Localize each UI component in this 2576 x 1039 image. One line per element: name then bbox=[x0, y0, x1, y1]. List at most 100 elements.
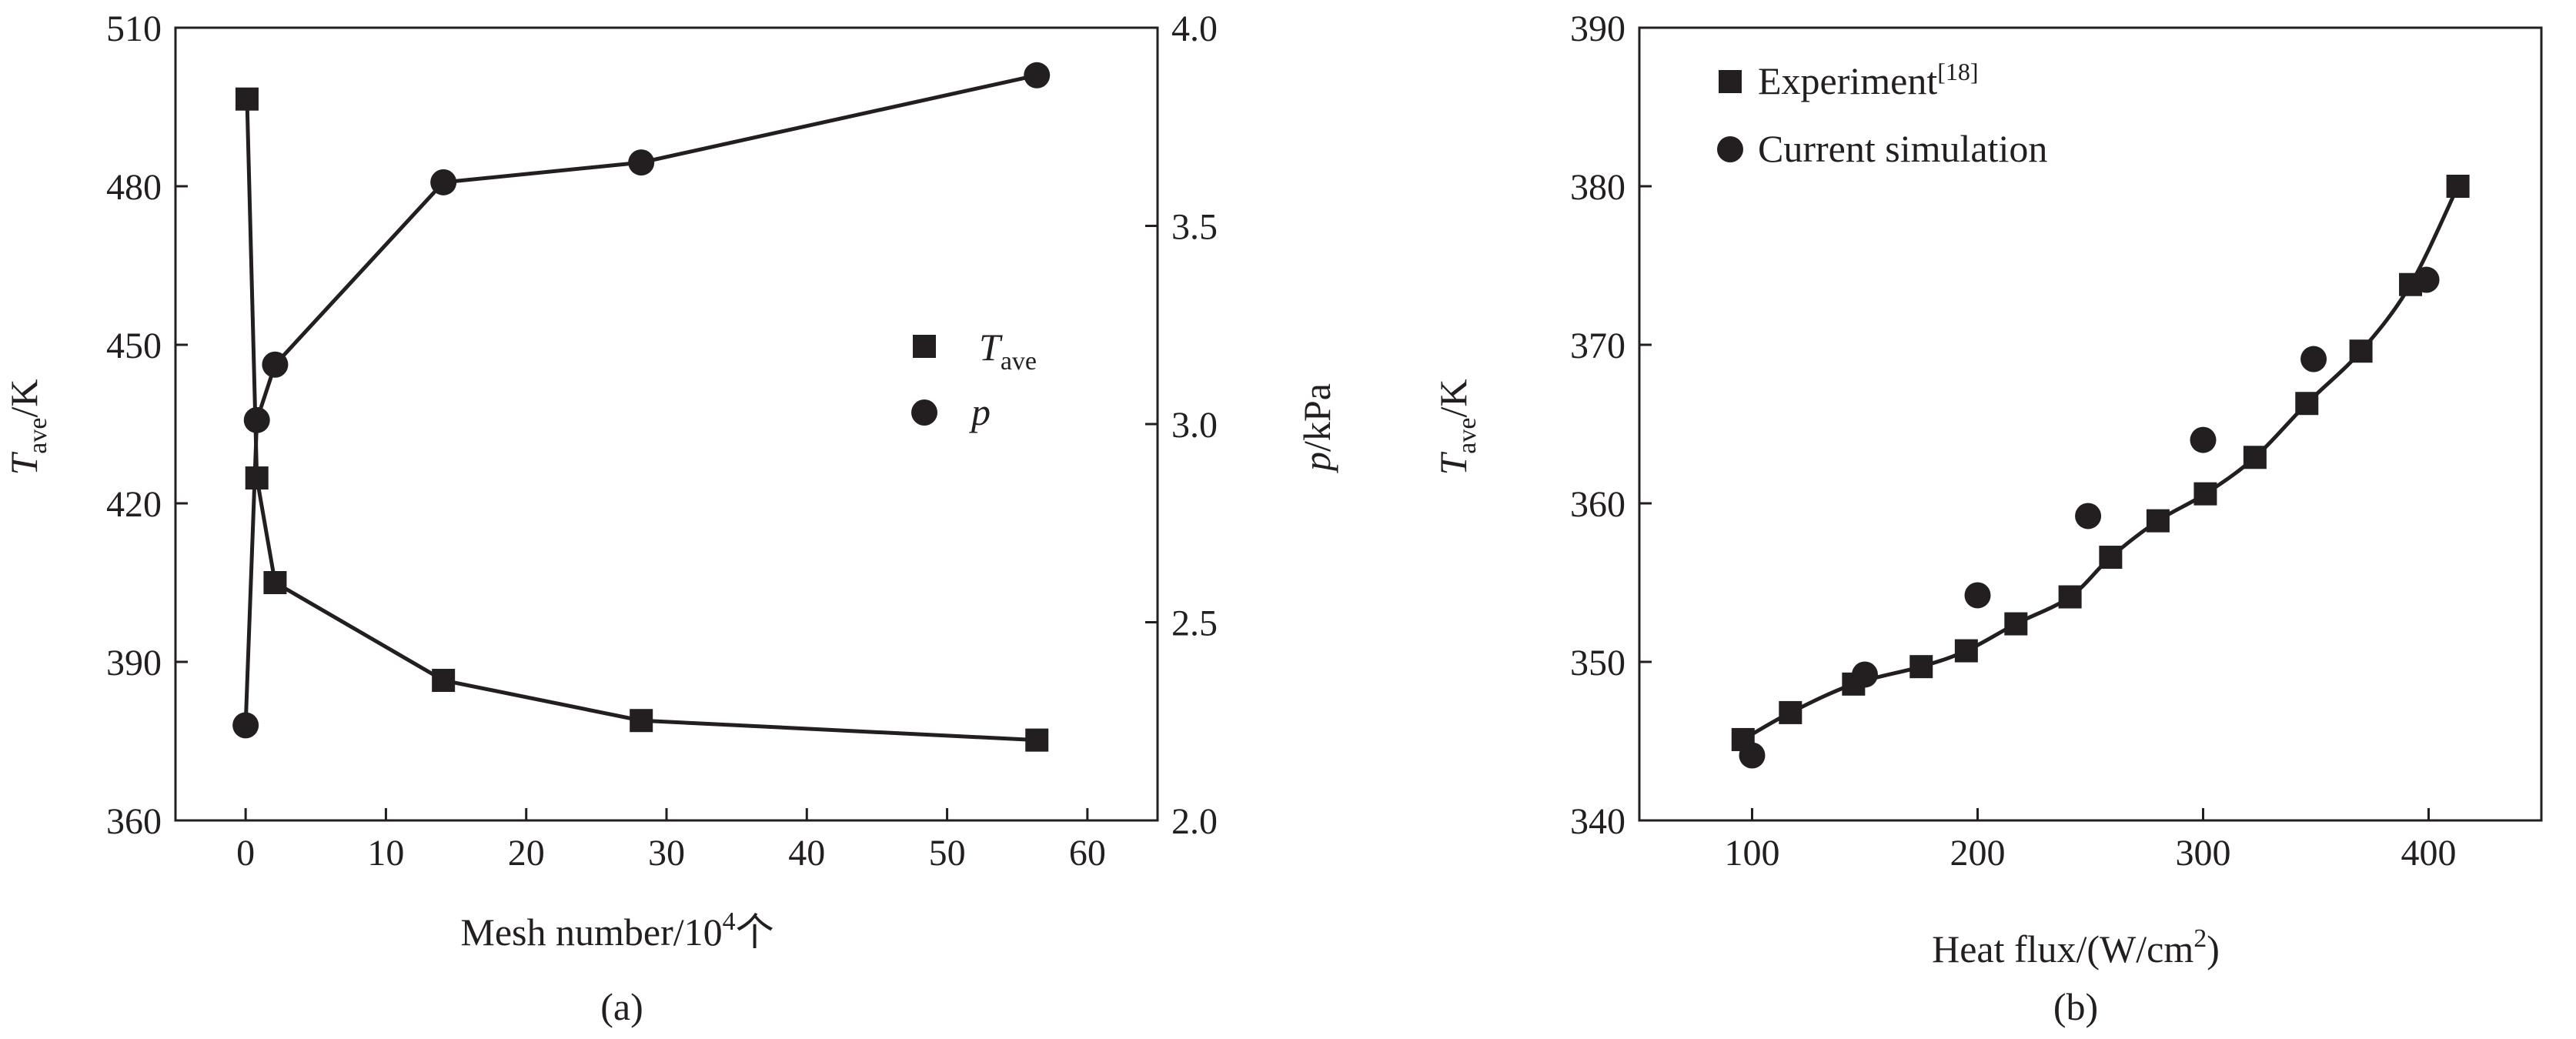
panel-b-xtick-label-3: 400 bbox=[2401, 833, 2457, 874]
panel-b-xlabel-unit: ) bbox=[2207, 927, 2220, 971]
panel-a-xtick-label-1: 10 bbox=[367, 833, 404, 874]
panel-b-xlabel: Heat flux/(W/cm2) bbox=[1932, 924, 2220, 971]
panel-b-yleft-tick-label-1: 350 bbox=[1570, 643, 1625, 683]
panel-a-series-0-point-0 bbox=[235, 87, 259, 111]
panel-a-ylabel-unit: /K bbox=[2, 379, 45, 418]
panel-b-yleft-tick-label-2: 360 bbox=[1570, 484, 1625, 525]
panel-a-legend-p-var: p bbox=[969, 390, 991, 433]
panel-b-legend-experiment-name: Experiment bbox=[1758, 59, 1937, 102]
panel-b: 100 200 300 400 340 350 360 370 380 390 Tave/K He… bbox=[1432, 8, 2543, 1028]
panel-b-series-1-point-5 bbox=[2300, 346, 2327, 373]
panel-a-xtick-label-4: 40 bbox=[788, 833, 825, 874]
panel-b-series-0-point-4 bbox=[1954, 639, 1978, 663]
panel-b-legend-experiment: Experiment[18] bbox=[1758, 58, 1979, 102]
panel-b-yleft-tick-label-5: 390 bbox=[1570, 8, 1625, 49]
panel-a-yleft-tick-label-3: 450 bbox=[106, 326, 162, 366]
panel-a-series-0-point-2 bbox=[263, 571, 287, 594]
panel-a-series-1-point-3 bbox=[430, 169, 457, 195]
panel-a-plot-frame bbox=[174, 26, 1159, 822]
panel-a-legend: Tave p bbox=[911, 326, 1037, 433]
panel-b-xtick-label-0: 100 bbox=[1725, 833, 1780, 874]
panel-b-series-0-point-6 bbox=[2058, 585, 2082, 609]
panel-a-yright-tick-label-0: 2.0 bbox=[1171, 801, 1218, 842]
panel-b-series-0-point-5 bbox=[2004, 612, 2028, 636]
panel-a-yright-tick-label-1: 2.5 bbox=[1171, 603, 1218, 644]
panel-a-xlabel-main: Mesh number/10 bbox=[460, 910, 722, 954]
panel-b-ylabel: Tave/K bbox=[1432, 379, 1482, 476]
panel-a-yleft-tick-label-4: 480 bbox=[106, 167, 162, 208]
panel-a-legend-circle-marker bbox=[911, 399, 937, 426]
panel-a-series-0-point-5 bbox=[1025, 728, 1049, 752]
panel-b-series-0-point-8 bbox=[2146, 509, 2170, 533]
panel-a-series-1-point-5 bbox=[1024, 62, 1051, 89]
panel-a-legend-square-marker bbox=[913, 335, 936, 358]
panel-b-ylabel-var: T bbox=[1432, 452, 1475, 476]
panel-a-series-0-point-4 bbox=[630, 709, 653, 733]
panel-b-xlabel-sup: 2 bbox=[2193, 924, 2207, 953]
panel-b-series-0-point-12 bbox=[2349, 339, 2373, 363]
panel-b-legend-experiment-ref: [18] bbox=[1937, 58, 1978, 85]
panel-b-legend-square-marker bbox=[1719, 70, 1742, 93]
panel-b-yleft-tick-label-3: 370 bbox=[1570, 326, 1625, 366]
panel-b-marks bbox=[1731, 175, 2470, 769]
panel-b-series-1-point-2 bbox=[1964, 582, 1991, 609]
panel-a-yright-tick-label-2: 3.0 bbox=[1171, 405, 1218, 446]
panel-a-xlabel-unit: 个 bbox=[736, 910, 774, 954]
panel-a-series-1-point-4 bbox=[628, 149, 655, 176]
panel-a-xlabel: Mesh number/104个 bbox=[460, 907, 773, 954]
panel-b-series-0-point-10 bbox=[2243, 446, 2267, 469]
panel-a-legend-tave: Tave bbox=[979, 326, 1037, 376]
panel-a: 0 10 20 30 40 50 60 360 390 420 450 480 510 2.0 2.5 3.0… bbox=[2, 8, 1338, 1028]
panel-a-marks bbox=[232, 62, 1051, 752]
panel-a-legend-tave-sub: ave bbox=[1001, 347, 1037, 376]
panel-a-axes: 0 10 20 30 40 50 60 360 390 420 450 480 510 2.0 2.5 3.0… bbox=[106, 8, 1218, 874]
panel-a-series-0-point-3 bbox=[432, 669, 456, 693]
panel-b-yleft-tick-label-4: 380 bbox=[1570, 167, 1625, 208]
panel-b-series-0-point-7 bbox=[2099, 546, 2123, 570]
panel-a-yleft-tick-label-2: 420 bbox=[106, 484, 162, 525]
panel-a-y2label-var: p bbox=[1295, 452, 1338, 473]
panel-a-y2label-unit: /kPa bbox=[1295, 383, 1338, 452]
panel-b-series-0-point-14 bbox=[2446, 175, 2470, 198]
panel-b-yleft-tick-label-0: 340 bbox=[1570, 801, 1625, 842]
panel-b-legend-simulation: Current simulation bbox=[1758, 127, 2047, 170]
panel-a-series-1-point-2 bbox=[262, 351, 289, 378]
panel-a-xtick-label-6: 60 bbox=[1069, 833, 1106, 874]
panel-b-axes: 100 200 300 400 340 350 360 370 380 390 bbox=[1570, 8, 2543, 874]
panel-a-series-1-point-0 bbox=[232, 712, 259, 739]
panel-b-series-0-point-1 bbox=[1779, 700, 1803, 724]
panel-a-y2label: p/kPa bbox=[1295, 383, 1338, 473]
panel-a-xtick-label-5: 50 bbox=[929, 833, 966, 874]
panel-b-legend: Experiment[18] Current simulation bbox=[1717, 58, 2047, 170]
panel-b-series-0-point-3 bbox=[1909, 655, 1933, 679]
panel-a-ylabel-sub: ave bbox=[24, 418, 52, 454]
panel-b-series-0-point-9 bbox=[2193, 482, 2217, 506]
panel-a-legend-tave-var: T bbox=[979, 326, 1003, 369]
panel-a-ylabel-var: T bbox=[2, 452, 45, 476]
panel-a-ylabel: Tave/K bbox=[2, 379, 52, 476]
panel-b-series-1-point-4 bbox=[2190, 426, 2217, 453]
panel-a-xtick-label-0: 0 bbox=[236, 833, 255, 874]
panel-b-series-1-point-6 bbox=[2413, 266, 2440, 293]
panel-b-series-1-point-3 bbox=[2075, 503, 2102, 530]
panel-a-xlabel-sup: 4 bbox=[723, 907, 736, 936]
panel-b-plot-frame bbox=[1638, 26, 2543, 822]
panel-b-experiment-curve bbox=[1742, 185, 2460, 742]
panel-a-series-1-line bbox=[243, 73, 1037, 726]
panel-a-yleft-tick-label-1: 390 bbox=[106, 643, 162, 683]
panel-a-legend-p: p bbox=[969, 390, 991, 433]
panel-a-yleft-tick-label-5: 510 bbox=[106, 8, 162, 49]
panel-b-ylabel-unit: /K bbox=[1432, 379, 1475, 418]
panel-b-legend-circle-marker bbox=[1717, 136, 1743, 162]
panel-a-yright-tick-label-4: 4.0 bbox=[1171, 8, 1218, 49]
panel-b-label: (b) bbox=[2053, 985, 2098, 1028]
panel-b-xtick-label-1: 200 bbox=[1950, 833, 2006, 874]
panel-b-series-1-point-0 bbox=[1739, 742, 1766, 769]
panel-a-yleft-tick-label-0: 360 bbox=[106, 801, 162, 842]
panel-b-series-1-point-1 bbox=[1852, 661, 1878, 688]
panel-a-label: (a) bbox=[600, 985, 643, 1028]
panel-a-yright-tick-label-3: 3.5 bbox=[1171, 207, 1218, 248]
panel-b-series-0-point-11 bbox=[2295, 392, 2319, 416]
panel-a-xtick-label-3: 30 bbox=[648, 833, 685, 874]
